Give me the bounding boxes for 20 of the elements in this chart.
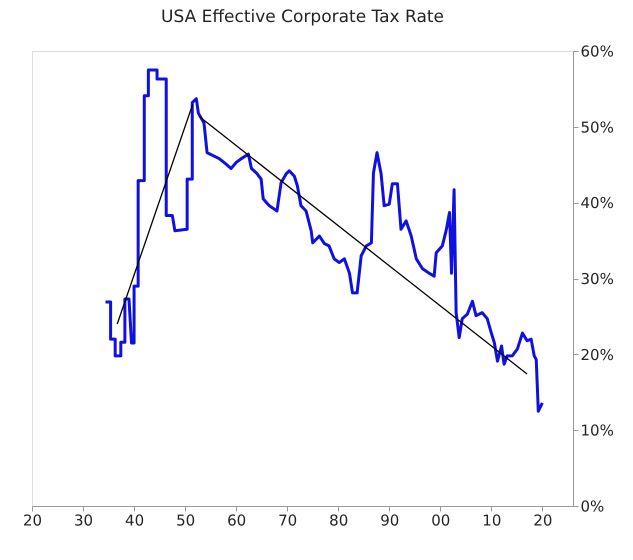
x-tick-label: 30 [74,512,94,530]
x-tick-label: 80 [329,512,348,530]
x-tick-label: 90 [380,512,400,530]
y-tick-label: 20% [580,346,614,364]
x-tick-label: 00 [431,512,450,530]
x-tick-label: 40 [125,512,144,530]
x-tick-label: 60 [227,512,246,530]
x-tick-label: 50 [176,512,196,530]
line-series [104,68,544,413]
y-tick-label: 40% [580,194,614,212]
y-tick-label: 30% [580,270,614,288]
y-tick-label: 0% [580,498,604,516]
chart-title: USA Effective Corporate Tax Rate [161,7,444,27]
x-tick-label: 10 [482,512,502,530]
y-tick-label: 10% [580,422,614,440]
x-tick-label: 20 [533,512,552,530]
x-tick-label: 70 [278,512,298,530]
y-tick-label: 50% [580,118,614,136]
y-tick-label: 60% [580,42,614,60]
x-tick-label: 20 [22,512,42,530]
